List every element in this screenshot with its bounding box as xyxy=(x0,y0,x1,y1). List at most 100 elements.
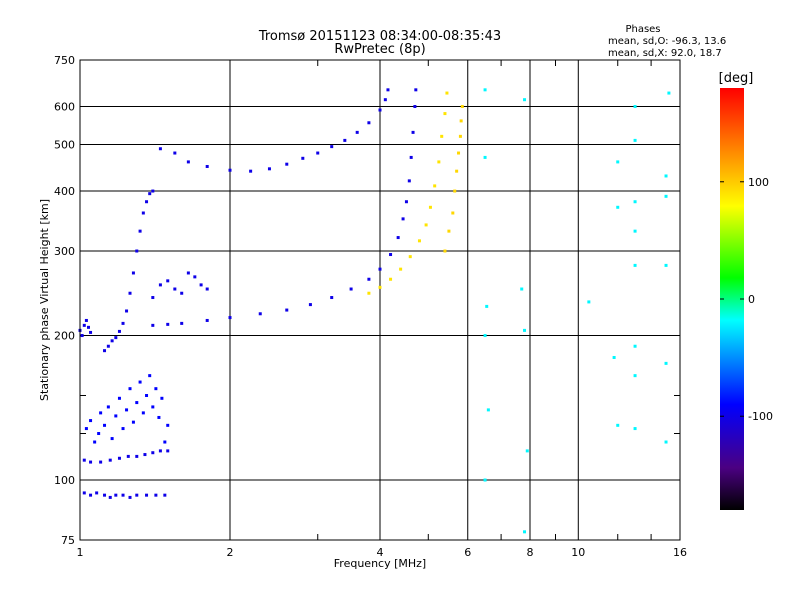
data-point xyxy=(378,285,382,289)
data-point xyxy=(135,401,139,405)
data-point xyxy=(180,321,184,325)
data-point xyxy=(664,194,668,198)
phase-stats-x-mode: mean, sd,X: 92.0, 18.7 xyxy=(608,48,722,59)
data-point xyxy=(145,200,149,204)
data-point xyxy=(163,440,167,444)
data-point xyxy=(173,287,177,291)
data-points xyxy=(78,88,671,534)
x-axis-ticks: 1 2 4 6 8 10 16 xyxy=(77,60,687,559)
data-point xyxy=(114,336,118,340)
y-tick-label: 200 xyxy=(54,330,75,343)
data-point xyxy=(483,334,487,338)
colorbar-tick-label: -100 xyxy=(748,410,773,423)
data-point xyxy=(117,396,121,400)
x-tick-label: 4 xyxy=(377,546,384,559)
data-point xyxy=(95,491,99,495)
data-point xyxy=(186,160,190,164)
data-point xyxy=(486,408,490,412)
data-point xyxy=(414,88,418,92)
data-point xyxy=(411,130,415,134)
data-point xyxy=(367,277,371,281)
data-point xyxy=(453,189,457,193)
data-point xyxy=(158,449,162,453)
data-point xyxy=(633,138,637,142)
data-point xyxy=(166,423,170,427)
data-point xyxy=(89,460,93,464)
data-point xyxy=(151,405,155,409)
data-point xyxy=(523,98,527,102)
data-point xyxy=(378,267,382,271)
y-tick-label: 400 xyxy=(54,185,75,198)
data-point xyxy=(633,229,637,233)
data-point xyxy=(267,167,271,171)
data-point xyxy=(125,408,129,412)
data-point xyxy=(151,451,155,455)
x-tick-label: 10 xyxy=(571,546,585,559)
data-point xyxy=(443,249,447,253)
data-point xyxy=(160,396,164,400)
data-point xyxy=(396,236,400,240)
y-axis-label: Stationary phase Virtual Height [km] xyxy=(38,199,51,401)
data-point xyxy=(612,355,616,359)
data-point xyxy=(408,255,412,259)
data-point xyxy=(89,330,93,334)
data-point xyxy=(633,200,637,204)
data-point xyxy=(485,304,489,308)
data-point xyxy=(483,478,487,482)
data-point xyxy=(103,423,107,427)
data-point xyxy=(228,316,232,320)
data-point xyxy=(114,493,118,497)
data-point xyxy=(349,287,353,291)
data-point xyxy=(205,164,209,168)
data-point xyxy=(413,105,417,109)
data-point xyxy=(145,394,149,398)
data-point xyxy=(367,291,371,295)
data-point xyxy=(166,449,170,453)
data-point xyxy=(103,493,107,497)
data-point xyxy=(483,88,487,92)
data-point xyxy=(386,88,390,92)
data-point xyxy=(389,277,393,281)
data-point xyxy=(110,339,114,343)
data-point xyxy=(97,432,101,436)
data-point xyxy=(367,121,371,125)
data-point xyxy=(84,318,88,322)
data-point xyxy=(616,205,620,209)
data-point xyxy=(667,91,671,95)
data-point xyxy=(143,453,147,457)
data-point xyxy=(424,223,428,227)
data-point xyxy=(301,156,305,160)
x-tick-label: 1 xyxy=(77,546,84,559)
data-point xyxy=(404,200,408,204)
data-point xyxy=(523,328,527,332)
data-point xyxy=(455,169,459,173)
colorbar-tick-label: 100 xyxy=(748,176,769,189)
data-point xyxy=(151,296,155,300)
data-point xyxy=(440,134,444,138)
data-point xyxy=(633,344,637,348)
data-point xyxy=(633,105,637,109)
data-point xyxy=(93,440,97,444)
data-point xyxy=(86,325,90,329)
data-point xyxy=(409,155,413,159)
data-point xyxy=(151,189,155,193)
data-point xyxy=(587,300,591,304)
data-point xyxy=(633,374,637,378)
data-point xyxy=(616,160,620,164)
data-point xyxy=(343,138,347,142)
data-point xyxy=(166,279,170,283)
y-tick-label: 600 xyxy=(54,101,75,114)
data-point xyxy=(108,495,112,499)
data-point xyxy=(106,344,110,348)
data-point xyxy=(308,303,312,307)
x-axis-label: Frequency [MHz] xyxy=(334,557,426,570)
data-point xyxy=(141,211,145,215)
data-point xyxy=(135,249,139,253)
x-tick-label: 8 xyxy=(527,546,534,559)
data-point xyxy=(154,387,158,391)
data-point xyxy=(103,349,107,353)
x-tick-label: 6 xyxy=(464,546,471,559)
data-point xyxy=(205,287,209,291)
data-point xyxy=(135,493,139,497)
plot-frame xyxy=(79,59,681,541)
